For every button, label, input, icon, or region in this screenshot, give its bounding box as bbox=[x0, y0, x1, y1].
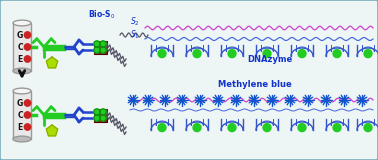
Circle shape bbox=[364, 50, 372, 58]
Circle shape bbox=[24, 100, 31, 106]
Circle shape bbox=[94, 41, 100, 47]
Circle shape bbox=[193, 124, 201, 132]
Circle shape bbox=[24, 32, 31, 38]
Circle shape bbox=[216, 98, 220, 102]
Circle shape bbox=[360, 98, 364, 102]
Circle shape bbox=[100, 41, 106, 47]
Circle shape bbox=[298, 50, 306, 58]
Circle shape bbox=[24, 124, 31, 130]
Circle shape bbox=[24, 44, 31, 50]
Text: C: C bbox=[17, 111, 23, 120]
Ellipse shape bbox=[13, 88, 31, 94]
Circle shape bbox=[146, 98, 150, 102]
Circle shape bbox=[263, 124, 271, 132]
Circle shape bbox=[253, 98, 256, 102]
Circle shape bbox=[158, 124, 166, 132]
Ellipse shape bbox=[13, 136, 31, 142]
Ellipse shape bbox=[13, 68, 31, 74]
Text: Bio-S$_0$: Bio-S$_0$ bbox=[88, 8, 116, 20]
Circle shape bbox=[94, 109, 100, 115]
Text: G: G bbox=[17, 31, 23, 40]
Circle shape bbox=[263, 50, 271, 58]
Text: E: E bbox=[17, 123, 23, 132]
Text: $S_1$: $S_1$ bbox=[130, 28, 140, 40]
Circle shape bbox=[288, 98, 292, 102]
Circle shape bbox=[158, 50, 166, 58]
Circle shape bbox=[333, 124, 341, 132]
Circle shape bbox=[234, 98, 238, 102]
FancyBboxPatch shape bbox=[13, 23, 31, 71]
Circle shape bbox=[94, 115, 100, 121]
Circle shape bbox=[333, 50, 341, 58]
Circle shape bbox=[24, 112, 31, 118]
Circle shape bbox=[198, 98, 201, 102]
Circle shape bbox=[324, 98, 328, 102]
Circle shape bbox=[131, 98, 135, 102]
Circle shape bbox=[100, 47, 106, 53]
Circle shape bbox=[163, 98, 167, 102]
Text: DNAzyme: DNAzyme bbox=[247, 55, 293, 64]
Circle shape bbox=[94, 47, 100, 53]
Text: $S_2$: $S_2$ bbox=[130, 15, 140, 28]
Ellipse shape bbox=[13, 20, 31, 26]
Circle shape bbox=[228, 124, 236, 132]
Text: E: E bbox=[17, 55, 23, 64]
Circle shape bbox=[298, 124, 306, 132]
FancyBboxPatch shape bbox=[13, 91, 31, 139]
FancyBboxPatch shape bbox=[93, 40, 107, 53]
Circle shape bbox=[342, 98, 345, 102]
Circle shape bbox=[100, 109, 106, 115]
Circle shape bbox=[306, 98, 310, 102]
Text: G: G bbox=[17, 99, 23, 108]
Circle shape bbox=[228, 50, 236, 58]
Text: Methylene blue: Methylene blue bbox=[218, 80, 292, 89]
Text: C: C bbox=[17, 43, 23, 52]
Circle shape bbox=[193, 50, 201, 58]
Circle shape bbox=[100, 115, 106, 121]
FancyBboxPatch shape bbox=[93, 108, 107, 121]
Circle shape bbox=[180, 98, 184, 102]
Circle shape bbox=[364, 124, 372, 132]
Circle shape bbox=[24, 56, 31, 62]
Circle shape bbox=[270, 98, 274, 102]
Polygon shape bbox=[46, 125, 58, 136]
Polygon shape bbox=[46, 57, 58, 68]
